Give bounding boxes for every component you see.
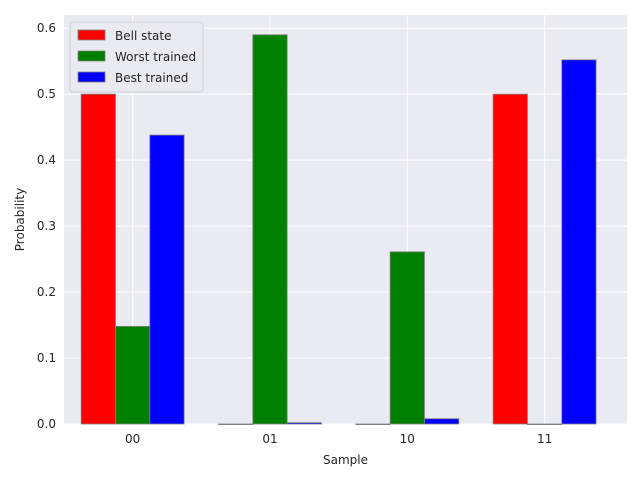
bar-bell-state-10 [355, 423, 391, 426]
bar-bell-state-11 [492, 93, 528, 425]
legend-swatch [77, 50, 106, 62]
x-tick-label: 01 [262, 432, 277, 446]
legend-label: Worst trained [115, 50, 196, 64]
y-tick-label: 0.1 [37, 351, 56, 365]
y-tick-label: 0.0 [37, 417, 56, 431]
y-axis-label: Probability [13, 188, 27, 251]
y-tick-label: 0.2 [37, 285, 56, 299]
x-axis-label: Sample [323, 453, 368, 467]
legend-swatch [77, 29, 106, 41]
bar-worst-trained-01 [252, 34, 288, 425]
x-tick-label: 00 [125, 432, 140, 446]
y-tick-label: 0.5 [37, 87, 56, 101]
y-tick-label: 0.3 [37, 219, 56, 233]
bar-best-trained-01 [286, 422, 322, 425]
y-tick-label: 0.4 [37, 153, 56, 167]
legend-label: Best trained [115, 71, 188, 85]
y-tick-label: 0.6 [37, 21, 56, 35]
x-tick-labels: 00 01 10 11 [125, 432, 552, 446]
bar-best-trained-10 [424, 418, 460, 425]
bar-worst-trained-10 [389, 251, 425, 425]
legend-label: Bell state [115, 29, 172, 43]
legend-swatch [77, 71, 106, 83]
bar-bell-state-01 [218, 423, 254, 426]
x-tick-label: 11 [537, 432, 552, 446]
bar-bell-state-00 [80, 93, 116, 425]
bar-worst-trained-00 [115, 325, 151, 425]
legend: Bell state Worst trained Best trained [69, 21, 204, 93]
bars [80, 34, 597, 426]
bar-best-trained-00 [149, 134, 185, 425]
x-tick-label: 10 [400, 432, 415, 446]
bar-best-trained-11 [561, 59, 597, 425]
y-tick-labels: 0.0 0.1 0.2 0.3 0.4 0.5 0.6 [37, 21, 56, 431]
bar-worst-trained-11 [527, 423, 563, 426]
